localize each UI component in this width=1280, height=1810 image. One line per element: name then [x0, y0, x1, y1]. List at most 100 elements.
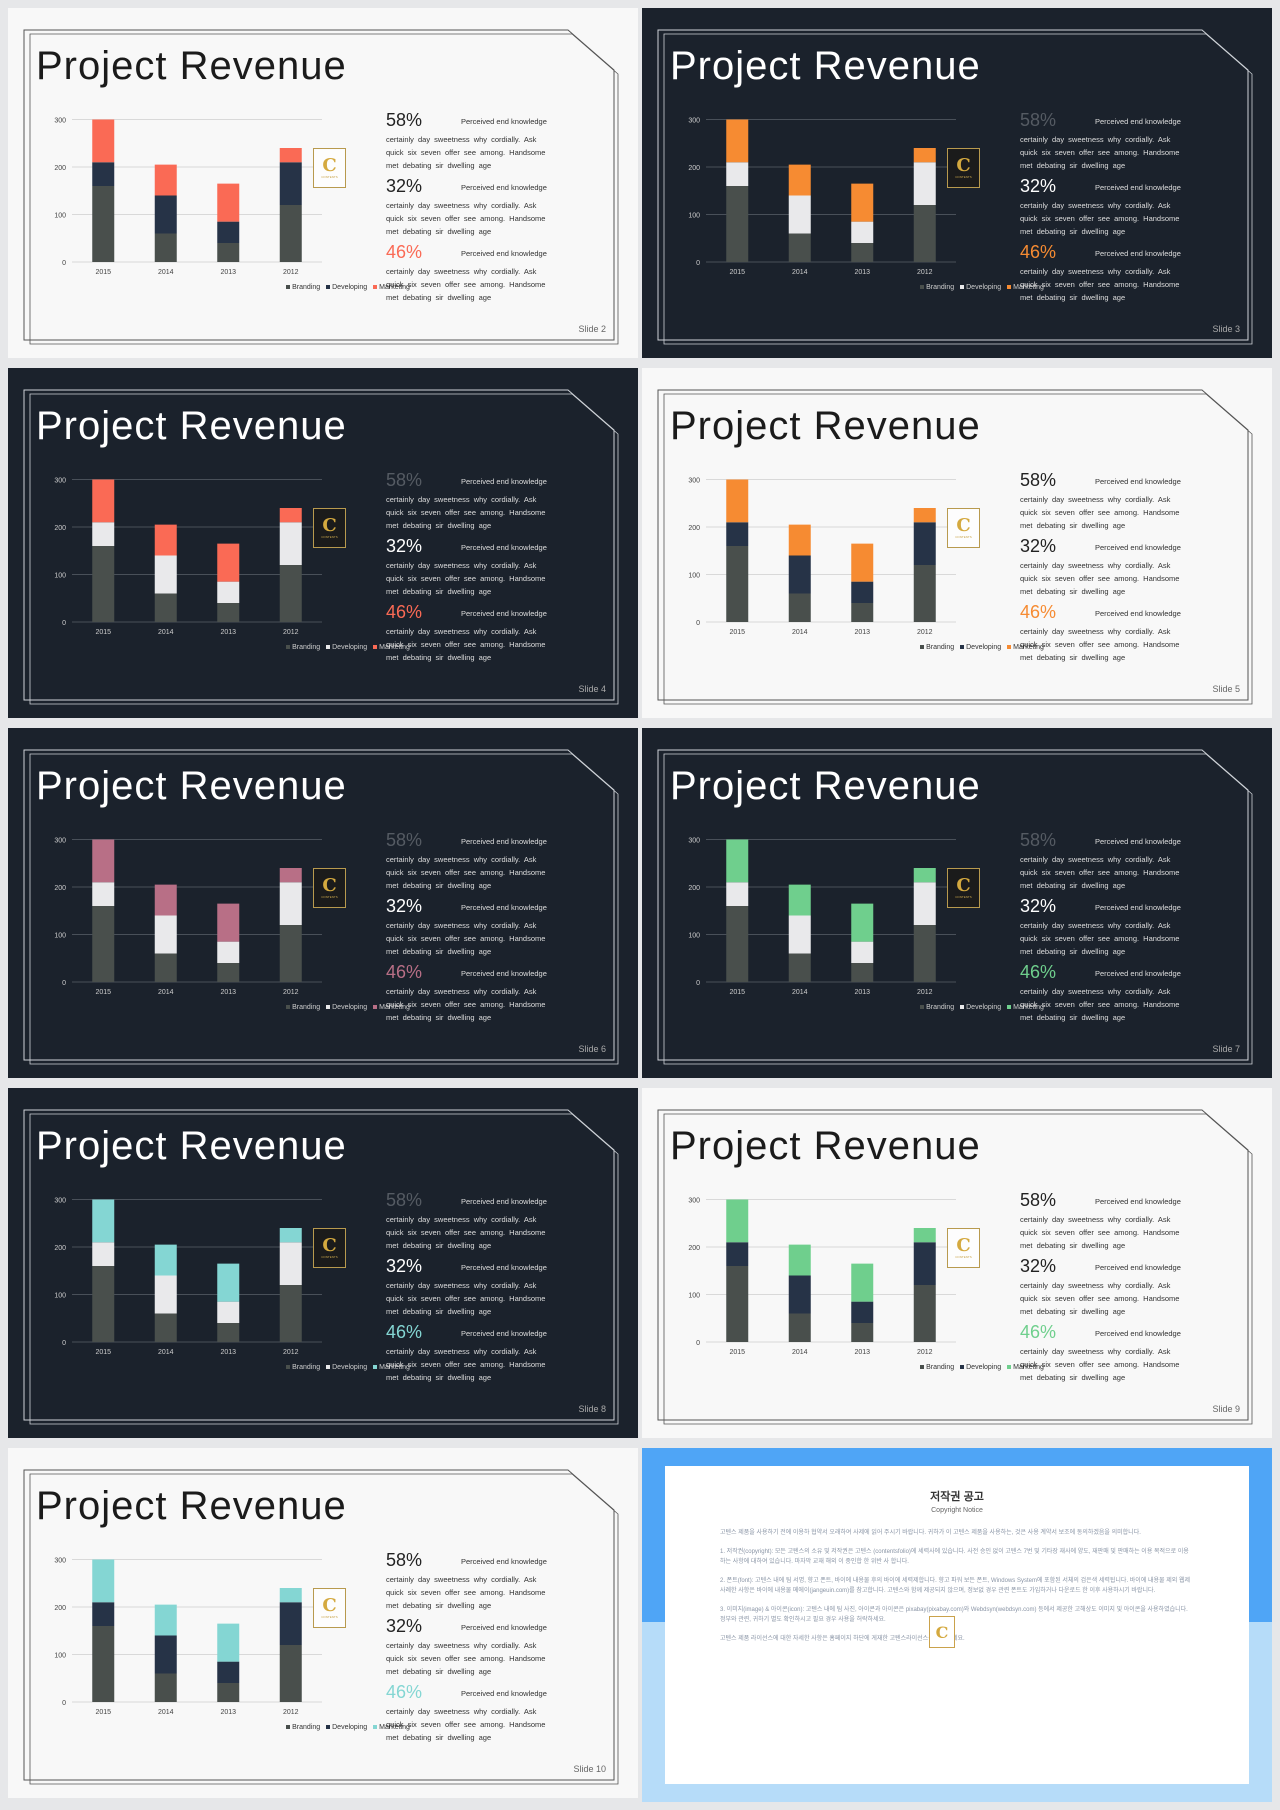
stats-list: 58% Perceived end knowledge certainly day … [1020, 110, 1181, 308]
x-tick-label: 2012 [917, 989, 933, 996]
stat-percent: 46% [386, 1682, 423, 1702]
x-tick-label: 2013 [854, 989, 870, 996]
slide-thumbnail[interactable]: Project Revenue0100200300400201520142013… [8, 368, 638, 718]
x-tick-label: 2012 [917, 269, 933, 276]
stat-heading: Perceived end knowledge [1095, 1263, 1181, 1272]
slide-number: Slide 6 [578, 1044, 606, 1054]
y-tick-label: 100 [688, 1293, 700, 1300]
y-tick-label: 0 [696, 1340, 700, 1347]
notice-paragraph: 3. 이미지(image) & 아이콘(icon): 고텐스 내에 팀 사진, … [720, 1607, 1188, 1623]
contents-logo: C CONTENTS [947, 508, 980, 548]
legend-swatch [373, 645, 378, 650]
stat-item: 32% Perceived end knowledge certainly day … [1020, 1256, 1181, 1322]
stat-heading: Perceived end knowledge [1095, 969, 1181, 978]
slide-thumbnail[interactable]: Project Revenue0100200300400201520142013… [642, 368, 1272, 718]
slide-thumbnail[interactable]: Project Revenue0100200300400201520142013… [642, 728, 1272, 1078]
stat-body: certainly day sweetness why cordially. A… [1020, 1347, 1180, 1382]
y-tick-label: 200 [688, 525, 700, 532]
bar-segment-marketing [217, 543, 240, 582]
bar-segment-marketing [851, 903, 874, 942]
x-tick-label: 2012 [283, 989, 299, 996]
legend-swatch [1007, 645, 1012, 650]
bar-segment-branding [154, 1673, 177, 1702]
stats-list: 58% Perceived end knowledge certainly day … [386, 470, 547, 668]
bar-segment-branding [279, 925, 302, 982]
bar-segment-marketing [154, 164, 177, 196]
chart-legend: Branding Developing Marketing [8, 1724, 568, 1731]
bar-segment-developing [788, 915, 811, 954]
y-tick-label: 100 [54, 213, 66, 220]
legend-item: Branding [920, 1004, 954, 1011]
stat-heading: Perceived end knowledge [461, 117, 547, 126]
bar-segment-branding [217, 963, 240, 982]
legend-item: Branding [286, 284, 320, 291]
bar-segment-marketing [726, 1199, 749, 1243]
y-tick-label: 0 [696, 980, 700, 987]
stat-body: certainly day sweetness why cordially. A… [386, 627, 546, 662]
bar-segment-developing [279, 522, 302, 565]
y-tick-label: 0 [62, 1340, 66, 1347]
stat-body: certainly day sweetness why cordially. A… [1020, 495, 1180, 530]
bar-segment-branding [92, 546, 115, 622]
revenue-bar-chart: 01002003004002015201420132012 [54, 1198, 322, 1356]
stat-item: 32% Perceived end knowledge certainly day … [386, 1256, 547, 1322]
stat-heading: Perceived end knowledge [1095, 1329, 1181, 1338]
legend-swatch [1007, 1005, 1012, 1010]
revenue-bar-chart: 01002003004002015201420132012 [54, 118, 322, 276]
bar-segment-branding [217, 1683, 240, 1702]
chart-legend: Branding Developing Marketing [642, 644, 1202, 651]
bar-segment-branding [913, 565, 936, 622]
slide-thumbnail[interactable]: Project Revenue0100200300400201520142013… [8, 1448, 638, 1798]
y-tick-label: 0 [62, 980, 66, 987]
bar-segment-branding [154, 1313, 177, 1342]
stat-heading: Perceived end knowledge [1095, 837, 1181, 846]
contents-logo: C CONTENTS [947, 148, 980, 188]
legend-item: Branding [920, 284, 954, 291]
slide-thumbnail[interactable]: Project Revenue0100200300400201520142013… [8, 8, 638, 358]
slide-thumbnail[interactable]: Project Revenue0100200300400201520142013… [642, 8, 1272, 358]
slide-thumbnail[interactable]: Project Revenue0100200300400201520142013… [8, 728, 638, 1078]
x-tick-label: 2012 [917, 629, 933, 636]
bar-segment-developing [726, 882, 749, 906]
x-tick-label: 2015 [729, 269, 745, 276]
stat-body: certainly day sweetness why cordially. A… [386, 201, 546, 236]
bar-segment-branding [217, 603, 240, 622]
stat-heading: Perceived end knowledge [461, 903, 547, 912]
stat-heading: Perceived end knowledge [461, 183, 547, 192]
stat-percent: 46% [386, 1322, 423, 1342]
bar-segment-branding [726, 906, 749, 982]
bar-segment-developing [913, 882, 936, 925]
x-tick-label: 2015 [95, 629, 111, 636]
legend-swatch [286, 1365, 291, 1370]
slide-thumbnail[interactable]: Project Revenue0100200300400201520142013… [8, 1088, 638, 1438]
bar-segment-branding [279, 1285, 302, 1342]
x-tick-label: 2013 [220, 269, 236, 276]
slide-thumbnail[interactable]: Project Revenue0100200300400201520142013… [642, 1088, 1272, 1438]
stat-heading: Perceived end knowledge [1095, 903, 1181, 912]
stat-item: 32% Perceived end knowledge certainly day … [1020, 896, 1181, 962]
y-tick-label: 0 [696, 620, 700, 627]
slide-number: Slide 3 [1212, 324, 1240, 334]
stat-percent: 58% [386, 470, 423, 490]
stat-percent: 46% [386, 602, 423, 622]
bar-segment-branding [92, 1266, 115, 1342]
x-tick-label: 2014 [158, 629, 174, 636]
contents-logo: C CONTENTS [313, 1588, 346, 1628]
y-tick-label: 100 [688, 213, 700, 220]
bar-segment-developing [154, 555, 177, 594]
copyright-notice-slide[interactable]: 저작권 공고 Copyright Notice 고텐스 제품을 사용하기 전에 이용… [642, 1448, 1272, 1802]
slide-number: Slide 10 [573, 1764, 606, 1774]
chart-legend: Branding Developing Marketing [642, 284, 1202, 291]
stat-item: 46% Perceived end knowledge certainly day … [386, 1322, 547, 1388]
y-tick-label: 200 [54, 1605, 66, 1612]
bar-segment-developing [788, 555, 811, 594]
bar-segment-branding [913, 1285, 936, 1342]
revenue-bar-chart: 01002003004002015201420132012 [688, 838, 956, 996]
stat-percent: 46% [1020, 962, 1057, 982]
bar-segment-developing [913, 522, 936, 565]
bar-segment-marketing [913, 1228, 936, 1243]
legend-swatch [960, 1365, 965, 1370]
stat-heading: Perceived end knowledge [461, 1329, 547, 1338]
legend-item: Marketing [1007, 1364, 1044, 1371]
y-tick-label: 300 [54, 838, 66, 845]
